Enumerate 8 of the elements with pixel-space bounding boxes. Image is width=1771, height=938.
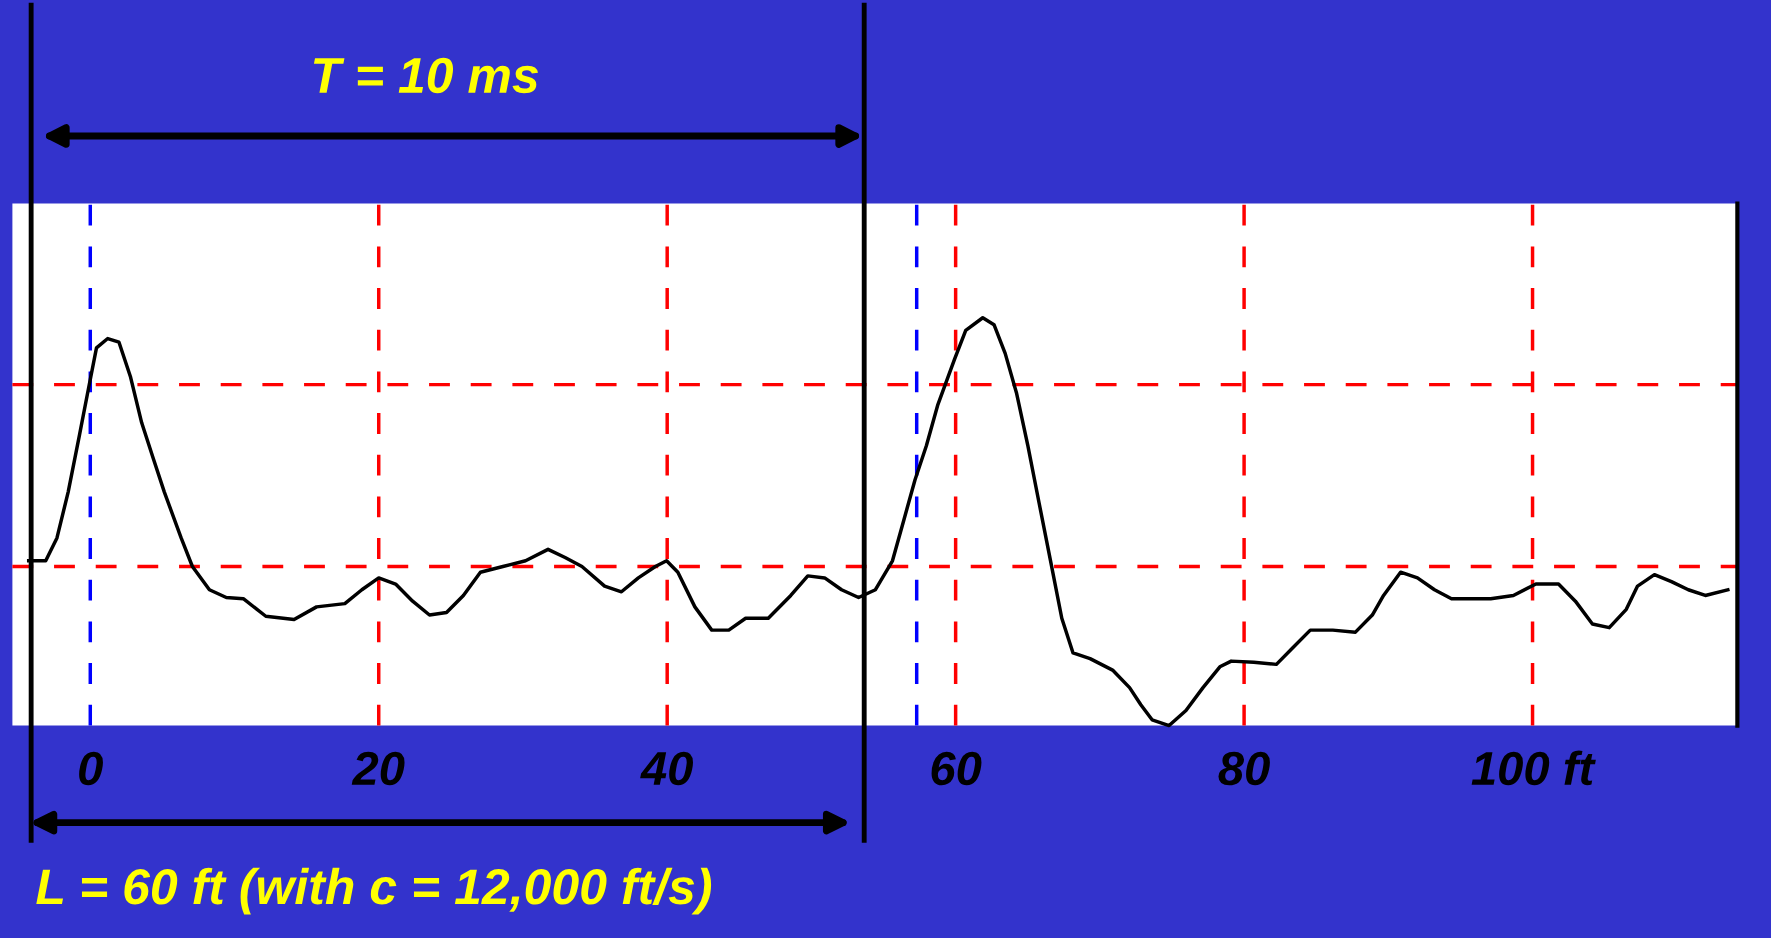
x-tick-label: 40 (640, 751, 693, 786)
x-tick-label: 0 (79, 751, 103, 786)
x-tick-label: 20 (351, 751, 405, 786)
text: T = 10 ms (313, 57, 538, 94)
x-tick-label: 80 (1218, 751, 1270, 786)
text: L = 60 ft (with c = 12,000 ft/s) (36, 867, 712, 915)
x-tick-label: 60 (931, 751, 982, 786)
x-tick-label: 100 ft (1471, 750, 1596, 786)
